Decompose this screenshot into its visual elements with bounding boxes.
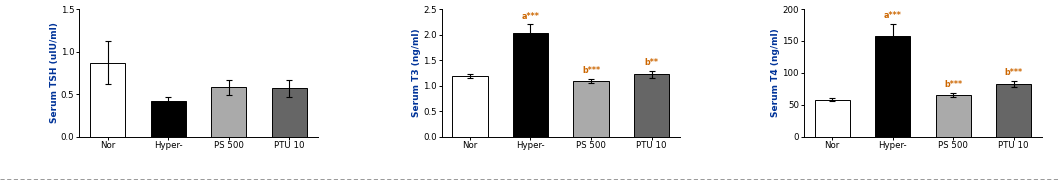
Bar [815, 100, 850, 136]
Bar [513, 33, 548, 136]
Text: b***: b*** [1005, 68, 1023, 77]
Y-axis label: Serum T3 (ng/ml): Serum T3 (ng/ml) [412, 29, 421, 117]
Y-axis label: Serum T4 (ng/ml): Serum T4 (ng/ml) [771, 28, 781, 117]
Text: a***: a*** [883, 11, 901, 20]
Text: b**: b** [644, 58, 658, 67]
Bar [875, 36, 910, 136]
Y-axis label: Serum TSH (uIU/ml): Serum TSH (uIU/ml) [50, 22, 59, 123]
Bar [272, 88, 307, 136]
Bar [997, 84, 1032, 136]
Bar [453, 76, 488, 136]
Bar [573, 81, 608, 136]
Text: b***: b*** [582, 66, 600, 75]
Bar [634, 74, 669, 136]
Text: b***: b*** [944, 80, 963, 89]
Bar [212, 87, 247, 136]
Bar [935, 95, 971, 136]
Bar [150, 101, 186, 136]
Text: a***: a*** [522, 12, 540, 21]
Bar [90, 63, 125, 136]
